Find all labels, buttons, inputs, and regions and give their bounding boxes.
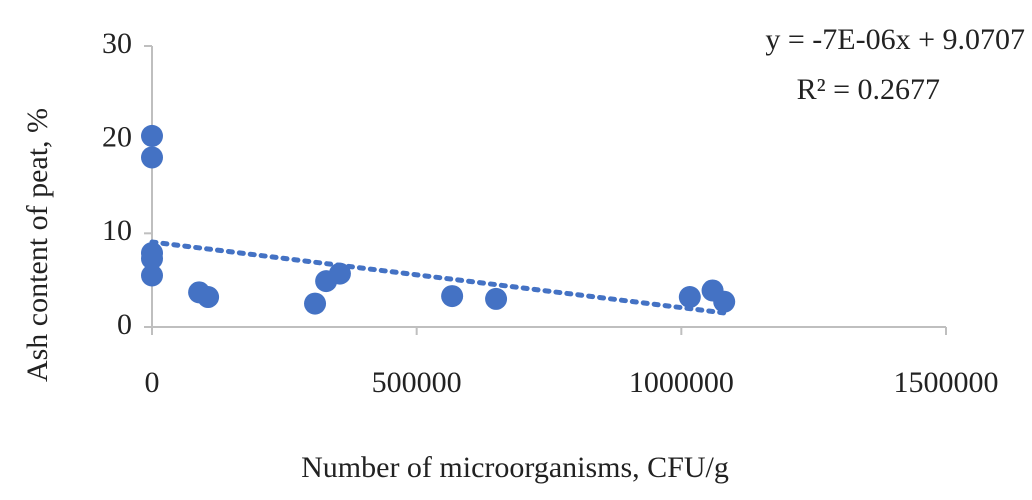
y-tick-label: 0 [117,308,132,341]
y-tick-label: 10 [102,214,132,247]
x-tick-label: 1500000 [894,366,999,399]
x-tick-label: 0 [145,366,160,399]
point [141,247,163,270]
point [141,124,163,147]
x-tick-label: 1000000 [629,366,734,399]
x-tick-label: 500000 [372,366,462,399]
point [441,285,464,308]
point [485,287,508,310]
y-tick-label: 20 [102,121,132,154]
point [713,290,736,313]
r-squared: R² = 0.2677 [797,73,940,106]
point [304,292,327,315]
trendline [149,239,727,316]
x-axis-label: Number of microorganisms, CFU/g [301,451,729,484]
y-axis-label: Ash content of peat, % [21,108,54,382]
point [328,262,351,285]
trend-equation: y = -7E-06x + 9.0707 [765,23,1025,56]
y-tick-label: 30 [102,27,132,60]
point [197,286,220,309]
point [678,286,701,309]
point [141,146,163,169]
point [141,264,163,287]
